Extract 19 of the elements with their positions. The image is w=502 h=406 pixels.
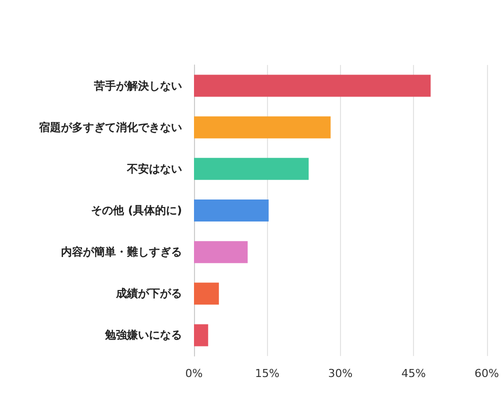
x-tick-label: 0% [185, 367, 203, 380]
y-tick-label: 宿題が多すぎて消化できない [38, 120, 182, 134]
bar [194, 74, 431, 97]
bar [194, 116, 331, 138]
y-tick-label: 勉強嫌いになる [104, 328, 182, 342]
bar [194, 324, 208, 346]
x-tick-label: 45% [401, 367, 426, 380]
x-tick-label: 30% [328, 367, 353, 380]
x-tick-label: 15% [254, 367, 280, 380]
y-tick-label: 苦手が解決しない [93, 79, 182, 92]
bar [194, 282, 219, 305]
bar [194, 158, 309, 180]
bar [194, 241, 248, 264]
x-tick-label: 60% [474, 367, 499, 380]
bar [194, 200, 269, 222]
y-tick-label: 成績が下がる [115, 287, 182, 300]
y-tick-label: その他 (具体的に) [91, 204, 182, 217]
y-tick-label: 不安はない [126, 162, 182, 176]
y-tick-label: 内容が簡単・難しすぎる [61, 246, 182, 259]
